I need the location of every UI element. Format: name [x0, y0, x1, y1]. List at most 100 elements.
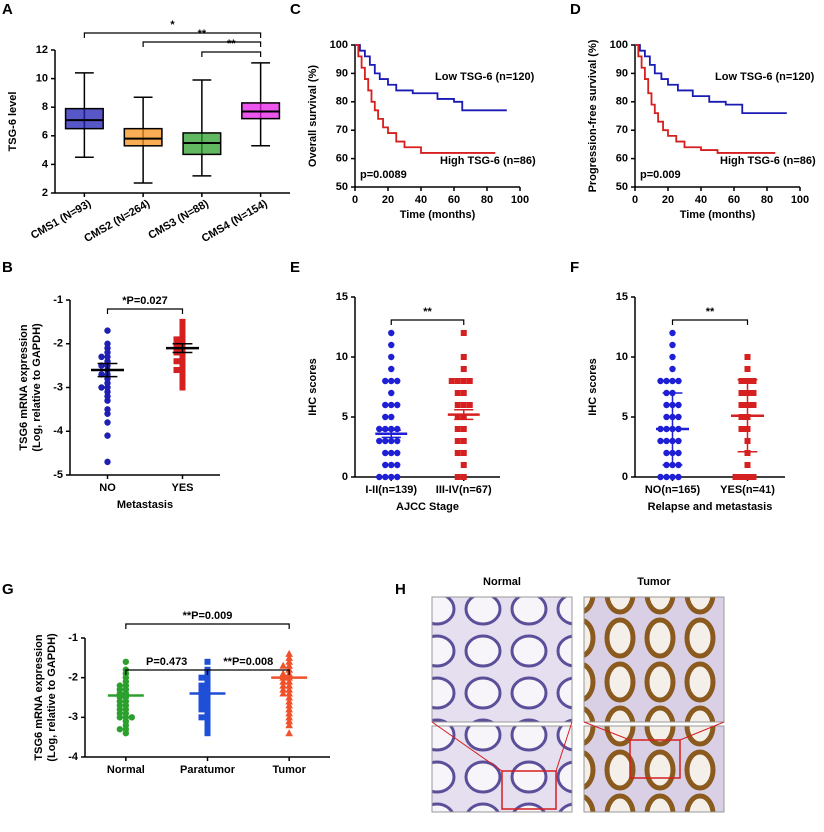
point	[204, 726, 211, 733]
y-axis-label: IHC scores	[587, 358, 599, 415]
point	[179, 375, 186, 382]
point	[744, 366, 751, 372]
survival-curve	[355, 44, 496, 154]
point	[285, 713, 293, 721]
point	[388, 401, 395, 409]
tick-label: 80	[336, 96, 348, 108]
point	[382, 473, 389, 481]
point	[285, 697, 293, 705]
point	[738, 378, 745, 384]
box	[123, 127, 163, 147]
point	[388, 461, 395, 469]
point	[460, 390, 467, 396]
point	[285, 685, 293, 693]
tick-label: 5	[342, 411, 348, 423]
significance-bracket	[142, 41, 262, 47]
point	[460, 330, 467, 336]
point	[663, 401, 670, 409]
point	[382, 437, 389, 445]
point	[388, 365, 395, 373]
tick-label: 0	[342, 471, 348, 483]
point	[179, 380, 186, 387]
point	[675, 473, 682, 481]
point	[204, 710, 211, 717]
legend-label: Low TSG-6 (n=120)	[715, 71, 815, 83]
point	[460, 426, 467, 432]
x-tick-label: Paratumor	[180, 764, 236, 776]
point	[204, 658, 211, 665]
point	[744, 450, 751, 456]
point	[98, 384, 105, 391]
panel-label: C	[290, 1, 301, 18]
point	[669, 353, 676, 361]
point	[460, 462, 467, 468]
x-axis-label: Time (months)	[680, 209, 756, 221]
point	[382, 425, 389, 433]
x-tick-label: YES(n=41)	[720, 484, 775, 496]
point	[104, 379, 111, 387]
p-value: p=0.0089	[360, 169, 407, 181]
survival-curve	[635, 44, 787, 115]
point	[179, 362, 186, 369]
tick-label: 50	[336, 181, 348, 193]
point	[382, 461, 389, 469]
tick-label: 4	[42, 158, 49, 170]
point	[104, 344, 111, 352]
point	[388, 473, 395, 481]
point	[738, 426, 745, 432]
point	[285, 677, 293, 685]
point	[382, 449, 389, 457]
point	[285, 653, 293, 661]
point	[460, 366, 467, 372]
point	[732, 474, 739, 480]
point	[394, 461, 401, 469]
point	[198, 674, 205, 681]
point	[460, 450, 467, 456]
point	[104, 419, 111, 426]
point	[675, 401, 682, 409]
significance-label: **P=0.009	[183, 610, 233, 622]
significance-label: **	[423, 306, 432, 318]
x-tick-label: NO(n=165)	[645, 484, 701, 496]
x-axis-label: Metastasis	[117, 499, 173, 511]
point	[744, 474, 751, 480]
x-axis-label: Time (months)	[400, 209, 476, 221]
point	[663, 473, 670, 481]
point	[376, 473, 383, 481]
point	[179, 336, 186, 343]
column-label: Tumor	[637, 576, 671, 588]
point	[663, 437, 670, 445]
tick-label: 90	[336, 67, 348, 79]
point	[675, 413, 682, 421]
significance-label: **	[706, 306, 715, 318]
point	[179, 384, 186, 391]
point	[104, 406, 111, 413]
point	[104, 353, 111, 361]
x-axis-label: AJCC Stage	[396, 501, 459, 513]
point	[750, 390, 757, 396]
point	[179, 318, 186, 325]
point	[675, 377, 682, 385]
point	[116, 714, 124, 721]
tick-label: 20	[662, 194, 674, 206]
point	[394, 449, 401, 457]
point	[394, 401, 401, 409]
significance-label: **	[227, 38, 236, 50]
point	[179, 358, 186, 365]
point	[460, 438, 467, 444]
tick-label: 80	[481, 194, 493, 206]
point	[454, 390, 461, 396]
tick-label: 40	[415, 194, 427, 206]
point	[285, 717, 293, 725]
x-tick-label: Normal	[107, 764, 145, 776]
y-axis-label: (Log, relative to GAPDH)	[31, 323, 43, 452]
tick-label: 10	[616, 351, 628, 363]
point	[750, 474, 757, 480]
tick-label: 60	[728, 194, 740, 206]
point	[285, 681, 293, 689]
point	[460, 474, 467, 480]
point	[663, 413, 670, 421]
tick-label: -1	[68, 632, 78, 644]
tick-label: -2	[68, 672, 78, 684]
survival-curve	[355, 44, 507, 112]
